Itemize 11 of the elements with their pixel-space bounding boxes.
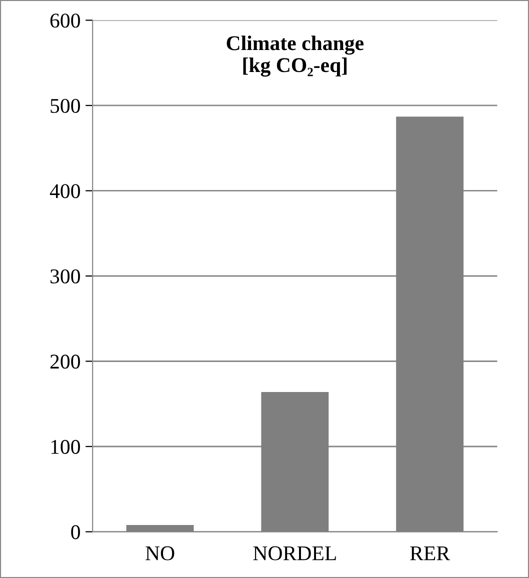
y-tick-label: 400 [50, 184, 80, 198]
y-tick-label: 500 [50, 98, 80, 113]
text: Climate change [kg CO₂-eq] [226, 36, 364, 77]
y-tick-label: 300 [50, 269, 80, 284]
x-tick-label: RER [410, 546, 450, 560]
y-tick-label: 200 [50, 354, 80, 369]
y-tick-label: 0 [71, 525, 80, 540]
x-tick-label: NO [146, 546, 174, 560]
x-tick-label: NORDEL [253, 546, 336, 560]
y-tick-label: 600 [50, 14, 80, 28]
y-tick-label: 100 [51, 440, 80, 454]
